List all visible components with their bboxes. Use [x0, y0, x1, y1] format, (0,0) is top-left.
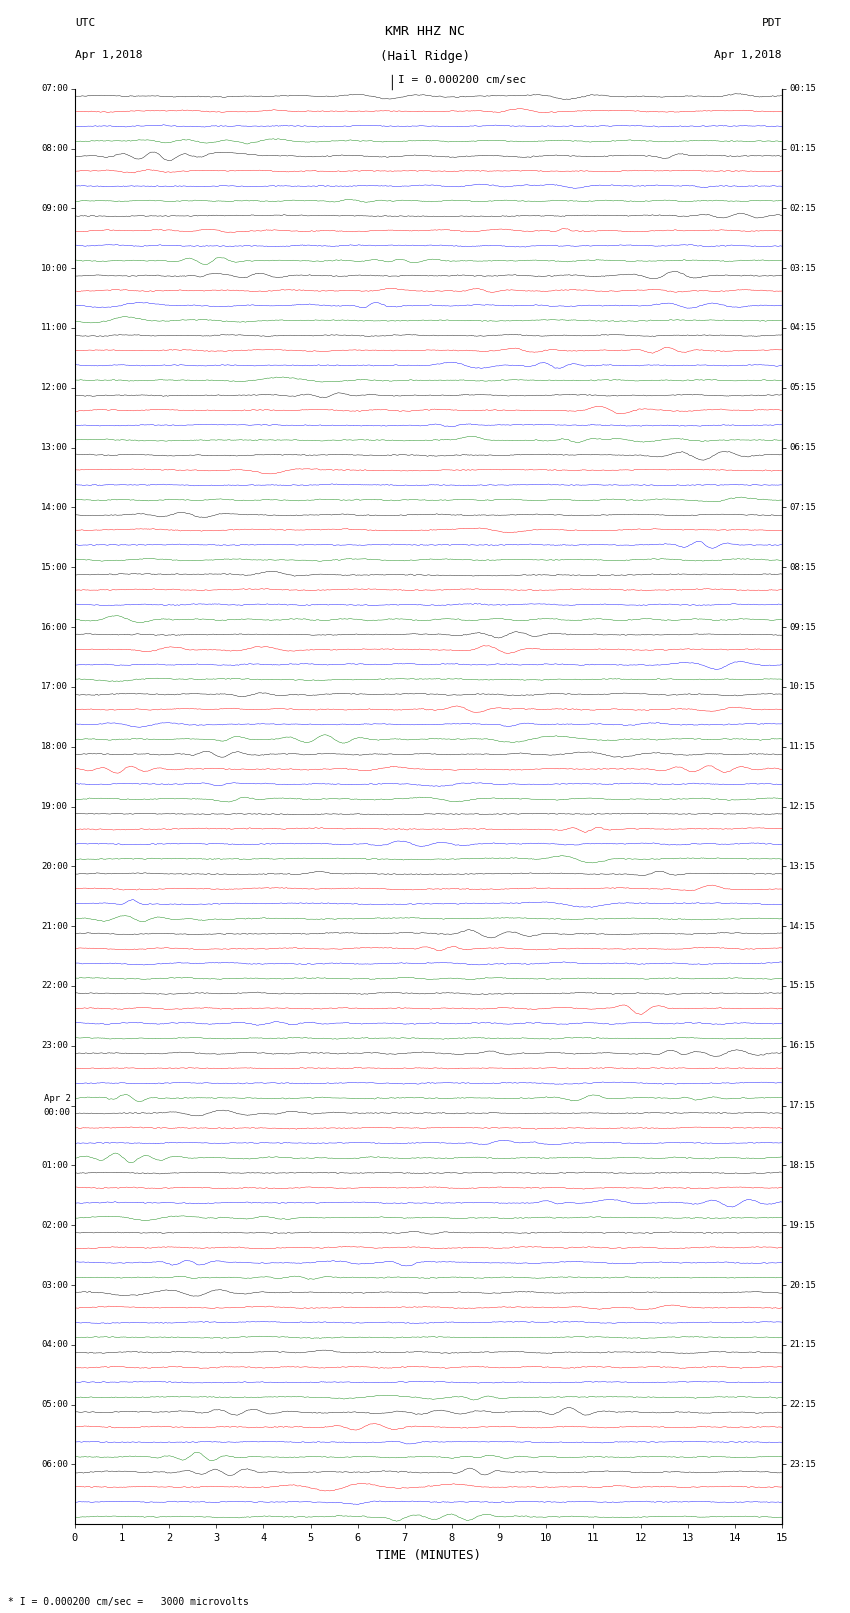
X-axis label: TIME (MINUTES): TIME (MINUTES): [376, 1548, 481, 1561]
Text: Apr 1,2018: Apr 1,2018: [75, 50, 142, 60]
Text: ▏: ▏: [391, 74, 399, 90]
Text: 00:00: 00:00: [43, 1108, 71, 1118]
Text: UTC: UTC: [75, 18, 95, 27]
Text: Apr 1,2018: Apr 1,2018: [715, 50, 782, 60]
Text: KMR HHZ NC: KMR HHZ NC: [385, 24, 465, 37]
Text: (Hail Ridge): (Hail Ridge): [380, 50, 470, 63]
Text: * I = 0.000200 cm/sec =   3000 microvolts: * I = 0.000200 cm/sec = 3000 microvolts: [8, 1597, 249, 1607]
Text: Apr 2: Apr 2: [43, 1094, 71, 1103]
Text: PDT: PDT: [762, 18, 782, 27]
Text: I = 0.000200 cm/sec: I = 0.000200 cm/sec: [398, 74, 526, 84]
